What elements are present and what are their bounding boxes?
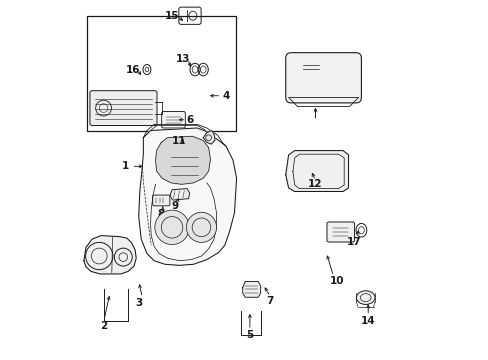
- Text: 2: 2: [100, 321, 107, 331]
- Text: 7: 7: [266, 296, 273, 306]
- Bar: [86, 17, 235, 131]
- Text: 10: 10: [329, 276, 344, 286]
- Text: 15: 15: [164, 11, 179, 21]
- Text: 13: 13: [175, 54, 190, 64]
- Text: 4: 4: [222, 91, 229, 101]
- Circle shape: [186, 212, 216, 242]
- Polygon shape: [169, 189, 189, 200]
- Text: 5: 5: [246, 330, 253, 340]
- Text: 16: 16: [125, 64, 140, 75]
- Text: 3: 3: [135, 298, 142, 308]
- Polygon shape: [203, 131, 215, 144]
- Polygon shape: [155, 136, 210, 184]
- FancyBboxPatch shape: [152, 195, 169, 206]
- FancyBboxPatch shape: [162, 112, 185, 128]
- Polygon shape: [139, 128, 236, 265]
- Ellipse shape: [356, 291, 374, 305]
- Circle shape: [155, 210, 189, 244]
- Text: 11: 11: [172, 136, 186, 146]
- Text: 12: 12: [307, 179, 322, 189]
- Text: 14: 14: [360, 316, 375, 325]
- Text: 1: 1: [122, 161, 129, 171]
- FancyBboxPatch shape: [90, 91, 157, 126]
- Text: 6: 6: [186, 115, 193, 125]
- Polygon shape: [285, 150, 348, 192]
- FancyBboxPatch shape: [285, 53, 361, 103]
- Polygon shape: [242, 282, 260, 297]
- Text: 8: 8: [157, 209, 164, 219]
- Polygon shape: [83, 235, 136, 274]
- Text: 9: 9: [171, 201, 178, 211]
- Text: 17: 17: [346, 237, 361, 247]
- FancyBboxPatch shape: [326, 222, 354, 242]
